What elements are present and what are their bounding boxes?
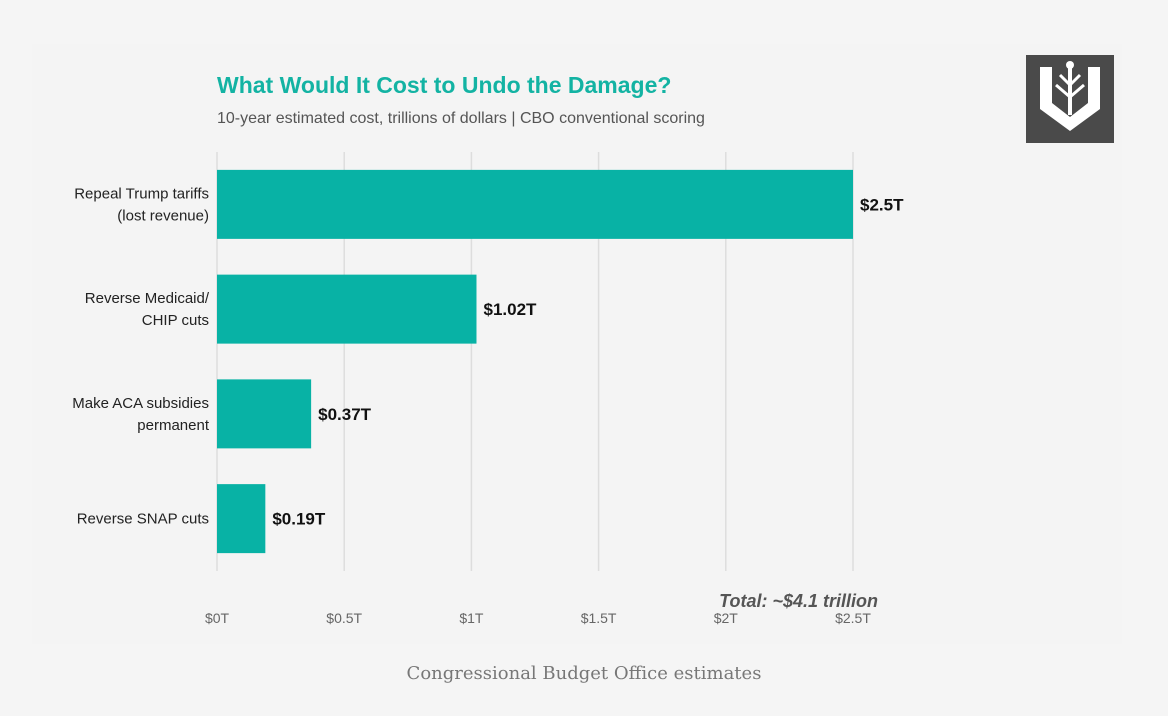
bar [217, 169, 853, 239]
category-label-line: Reverse Medicaid/ [85, 290, 210, 307]
x-tick-label: $2T [714, 610, 739, 626]
category-label-line: Make ACA subsidies [72, 395, 209, 412]
category-label: Reverse SNAP cuts [77, 511, 209, 528]
category-label: Repeal Trump tariffs (lost revenue) [74, 185, 209, 224]
x-tick-label: $0T [205, 610, 230, 626]
value-label: $2.5T [860, 195, 904, 214]
x-tick-label: $0.5T [326, 610, 362, 626]
bar [217, 274, 477, 344]
chart-subtitle: 10-year estimated cost, trillions of dol… [217, 110, 705, 127]
chart-card [32, 44, 1122, 644]
category-label: Reverse Medicaid/CHIP cuts [85, 290, 210, 329]
category-label-line: permanent [137, 417, 210, 434]
total-annotation: Total: ~$4.1 trillion [719, 591, 878, 611]
category-label-line: Reverse SNAP cuts [77, 511, 209, 528]
category-label: Make ACA subsidies permanent [72, 395, 210, 434]
x-tick-label: $1T [459, 610, 484, 626]
bar [217, 484, 266, 554]
x-tick-label: $1.5T [581, 610, 617, 626]
tree-shield-logo-icon [1026, 55, 1114, 143]
category-label-line: CHIP cuts [142, 312, 209, 329]
figure-caption: Congressional Budget Office estimates [406, 663, 762, 684]
chart-title: What Would It Cost to Undo the Damage? [217, 72, 672, 98]
category-label-line: Repeal Trump tariffs [74, 185, 209, 202]
value-label: $1.02T [483, 300, 537, 319]
x-tick-label: $2.5T [835, 610, 871, 626]
bar [217, 379, 312, 449]
value-label: $0.37T [318, 405, 372, 424]
category-label-line: (lost revenue) [117, 207, 209, 224]
value-label: $0.19T [272, 510, 326, 529]
